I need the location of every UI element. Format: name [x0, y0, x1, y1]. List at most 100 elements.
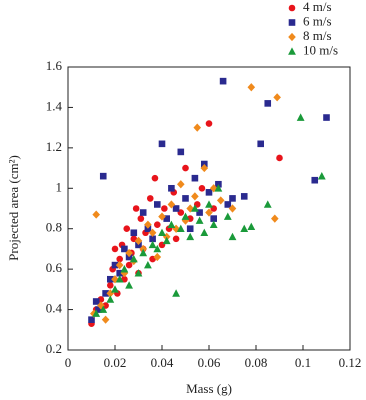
point	[191, 174, 199, 182]
point	[92, 309, 101, 317]
point	[148, 240, 157, 249]
y-tick-label: 1.4	[46, 98, 63, 113]
point	[168, 184, 175, 192]
point	[102, 290, 109, 297]
point	[224, 201, 232, 208]
point	[177, 180, 185, 189]
x-tick-label: 0	[65, 355, 72, 370]
point	[209, 184, 218, 193]
point	[311, 176, 319, 184]
point	[195, 216, 204, 224]
y-tick-label: 1	[56, 179, 63, 194]
point	[317, 172, 326, 180]
point	[116, 255, 123, 263]
point	[191, 192, 199, 201]
point	[167, 220, 176, 228]
point	[162, 236, 171, 245]
point	[130, 229, 138, 237]
point	[182, 195, 189, 202]
point	[263, 200, 272, 208]
point	[176, 224, 185, 233]
point	[271, 214, 279, 223]
legend-marker	[288, 4, 296, 12]
legend-marker	[288, 47, 296, 55]
point	[193, 123, 202, 132]
point	[247, 222, 256, 230]
point	[139, 209, 147, 216]
point	[205, 189, 213, 196]
point	[121, 275, 128, 283]
point	[257, 140, 264, 148]
point	[240, 224, 249, 233]
point	[148, 228, 157, 237]
y-tick-label: 0.2	[46, 341, 62, 356]
point	[158, 228, 166, 237]
point	[106, 295, 115, 303]
point	[88, 316, 95, 323]
point	[99, 305, 108, 313]
point	[182, 164, 189, 172]
point	[229, 195, 236, 202]
point	[296, 113, 305, 121]
point	[158, 212, 166, 221]
point	[154, 221, 161, 228]
point	[107, 275, 114, 283]
point	[95, 306, 102, 313]
point	[161, 205, 168, 212]
point	[177, 148, 185, 156]
y-tick-label: 0.8	[46, 220, 62, 235]
point	[200, 228, 209, 237]
legend-marker	[288, 19, 296, 26]
point	[125, 281, 133, 289]
point	[228, 204, 237, 213]
point	[240, 193, 248, 200]
point	[92, 298, 100, 305]
point	[219, 77, 227, 85]
point	[186, 204, 194, 213]
point	[107, 282, 114, 289]
point	[139, 248, 148, 257]
point	[111, 285, 119, 293]
legend-marker	[288, 32, 296, 42]
y-tick-label: 1.2	[46, 139, 62, 154]
point	[276, 154, 283, 162]
point	[144, 261, 152, 269]
point	[200, 163, 209, 173]
point	[196, 209, 203, 216]
point	[210, 215, 217, 222]
point	[186, 225, 194, 233]
point	[134, 269, 143, 277]
point	[214, 184, 223, 192]
point	[191, 204, 199, 212]
point	[115, 275, 124, 283]
point	[323, 114, 330, 121]
point	[115, 261, 124, 270]
point	[99, 172, 107, 180]
point	[120, 265, 129, 273]
point	[172, 235, 180, 243]
legend-label: 4 m/s	[303, 0, 332, 14]
point	[205, 120, 213, 127]
point	[216, 196, 225, 205]
y-axis-label: Projected area (cm²)	[6, 155, 21, 261]
point	[209, 220, 218, 228]
legend-label: 10 m/s	[303, 42, 338, 57]
point	[264, 100, 272, 107]
point	[223, 212, 232, 220]
y-tick-label: 1.6	[46, 58, 63, 73]
y-tick-label: 0.4	[46, 301, 63, 316]
point	[186, 232, 195, 241]
point	[205, 200, 213, 208]
point	[125, 248, 133, 258]
point	[172, 289, 180, 297]
point	[101, 315, 110, 324]
point	[181, 212, 190, 220]
legend-label: 6 m/s	[303, 13, 332, 28]
point	[125, 261, 133, 269]
point	[153, 244, 162, 253]
point	[273, 93, 281, 102]
point	[137, 215, 145, 222]
point	[153, 252, 162, 262]
x-tick-label: 0.02	[104, 355, 127, 370]
point	[172, 205, 180, 212]
